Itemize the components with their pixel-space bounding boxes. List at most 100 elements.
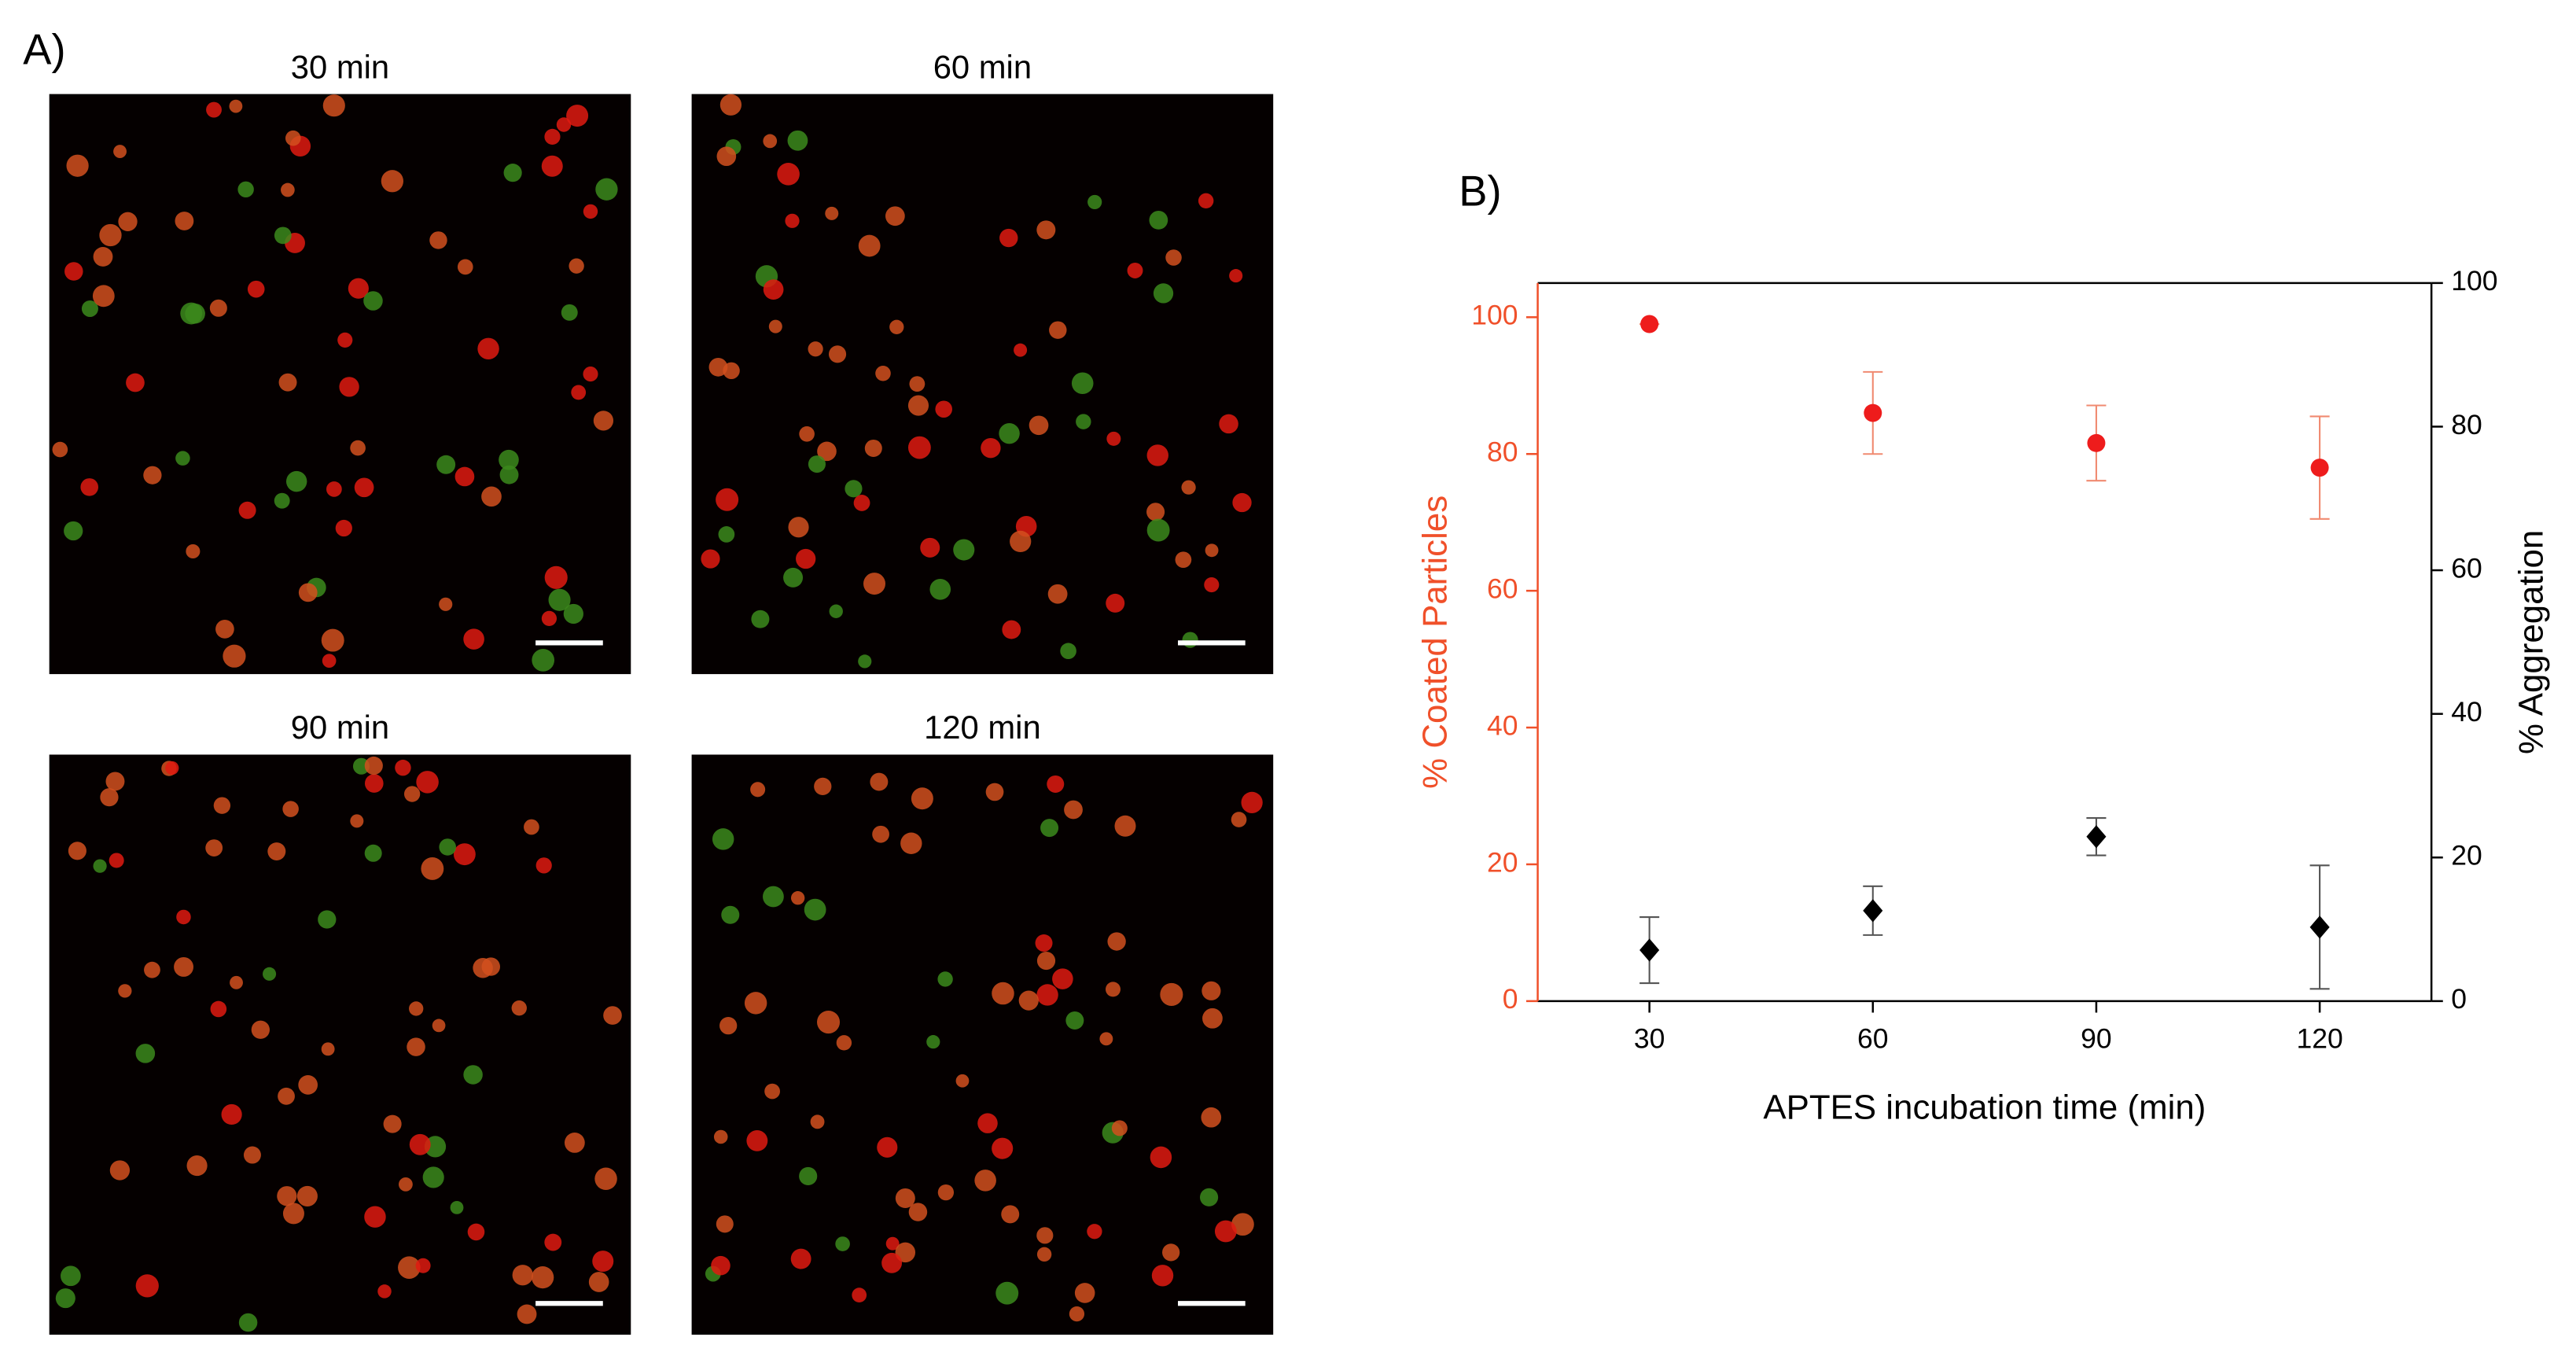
particle	[457, 259, 473, 275]
particle	[100, 788, 119, 807]
particle	[1036, 1227, 1054, 1244]
x-axis-label: APTES incubation time (min)	[1763, 1088, 2206, 1126]
particle	[889, 319, 904, 334]
particle	[477, 337, 499, 360]
particle	[1014, 343, 1028, 357]
particle	[804, 898, 826, 921]
particle	[825, 206, 839, 220]
particle	[535, 857, 552, 874]
particle	[895, 1188, 915, 1208]
particle	[814, 777, 832, 796]
particle	[176, 909, 191, 925]
particle	[213, 797, 231, 814]
particle	[215, 620, 234, 639]
particle	[1052, 968, 1073, 989]
particle	[364, 1206, 386, 1228]
particle	[1146, 503, 1165, 521]
particle	[416, 771, 439, 794]
particle	[1160, 982, 1183, 1006]
particle	[221, 1103, 242, 1125]
particle	[285, 130, 301, 146]
particle	[322, 654, 337, 668]
particle	[326, 481, 342, 497]
particle	[835, 1236, 850, 1251]
particle	[711, 1255, 730, 1276]
panel-label: B)	[1459, 167, 1501, 215]
particle	[544, 565, 568, 589]
particle	[61, 1265, 81, 1287]
point	[1639, 938, 1660, 962]
particle	[908, 1203, 928, 1221]
particle	[583, 367, 598, 382]
particle	[210, 1000, 227, 1018]
y2-tick-label: 20	[2451, 840, 2482, 871]
particle	[409, 1001, 424, 1016]
particle	[118, 212, 138, 231]
particle	[1149, 211, 1168, 230]
particle	[186, 543, 201, 559]
y-tick-label: 80	[1487, 437, 1518, 468]
particle	[929, 578, 951, 600]
image-title: 30 min	[291, 48, 389, 85]
particle	[421, 857, 444, 880]
particle	[1029, 415, 1049, 436]
particle	[422, 1166, 444, 1188]
particle	[524, 819, 539, 835]
particle	[594, 1167, 617, 1191]
particle	[1199, 1188, 1219, 1206]
particle	[453, 843, 476, 866]
particle	[135, 1274, 159, 1298]
particle	[52, 441, 68, 458]
particle	[432, 1019, 446, 1033]
particle	[481, 957, 500, 976]
point	[2310, 459, 2329, 477]
particle	[243, 1146, 261, 1164]
x-tick-label: 30	[1634, 1022, 1665, 1054]
particle	[593, 411, 614, 431]
particle	[721, 905, 740, 924]
particle	[298, 583, 318, 602]
particle	[1231, 1213, 1254, 1236]
particle	[296, 1185, 318, 1206]
particle	[282, 801, 299, 817]
particle	[788, 517, 809, 538]
particle	[877, 1136, 898, 1158]
particle	[1114, 815, 1136, 837]
particle	[799, 1166, 818, 1186]
particle	[113, 145, 127, 158]
particle	[223, 644, 246, 668]
particle	[1201, 1107, 1222, 1128]
particle	[512, 1265, 533, 1286]
particle	[911, 787, 933, 810]
y-axis-label: % Coated Particles	[1416, 495, 1455, 789]
particle	[864, 439, 882, 457]
particle	[364, 844, 382, 862]
particle	[1146, 444, 1168, 466]
particle	[541, 155, 563, 177]
particle	[175, 212, 194, 230]
particle	[395, 759, 411, 776]
particle	[768, 319, 782, 333]
particle	[858, 234, 881, 257]
particle	[583, 204, 598, 219]
particle	[875, 365, 891, 381]
particle	[810, 1114, 825, 1129]
particle	[907, 436, 931, 459]
particle	[180, 302, 203, 325]
particle	[1181, 480, 1196, 495]
particle	[481, 486, 502, 507]
particle	[716, 146, 737, 167]
x-tick-label: 90	[2081, 1022, 2112, 1054]
particle	[381, 170, 404, 193]
particle	[937, 1184, 955, 1201]
particle	[278, 373, 297, 392]
point	[1640, 315, 1659, 333]
particle	[436, 455, 456, 474]
particle	[719, 1017, 738, 1035]
particle	[64, 262, 83, 281]
particle	[229, 99, 243, 113]
micrograph	[691, 94, 1274, 675]
particle	[1214, 1220, 1237, 1243]
particle	[135, 1044, 156, 1063]
particle	[603, 1006, 622, 1025]
